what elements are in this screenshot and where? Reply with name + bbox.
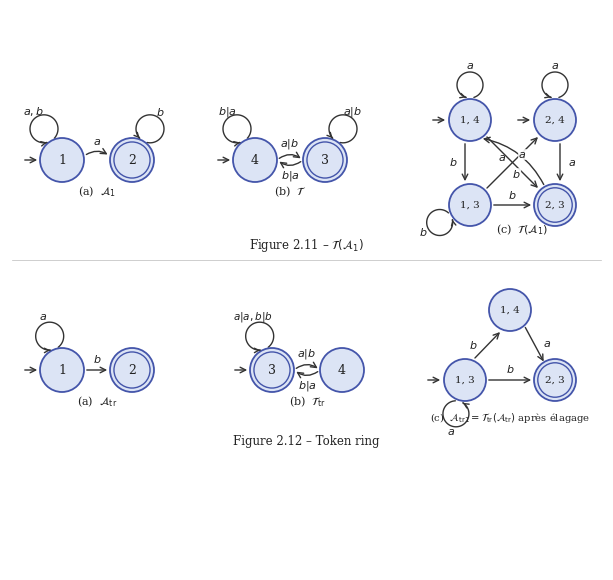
Text: 2: 2	[128, 154, 136, 166]
Text: (b)  $\mathcal{T}_{\mathrm{tr}}$: (b) $\mathcal{T}_{\mathrm{tr}}$	[289, 395, 326, 409]
Text: (a)  $\mathcal{A}_1$: (a) $\mathcal{A}_1$	[78, 184, 116, 200]
Text: 1: 1	[58, 364, 66, 376]
Circle shape	[449, 184, 491, 226]
Text: (b)  $\mathcal{T}$: (b) $\mathcal{T}$	[273, 185, 306, 200]
Circle shape	[110, 348, 154, 392]
Text: $a|b$: $a|b$	[297, 347, 316, 361]
Text: 1, 4: 1, 4	[500, 306, 520, 314]
Text: $a$: $a$	[568, 158, 576, 168]
Text: $a|b$: $a|b$	[343, 104, 362, 118]
Text: Figure 2.12 – Token ring: Figure 2.12 – Token ring	[233, 436, 379, 448]
Text: 1, 3: 1, 3	[460, 201, 480, 209]
Text: 1, 3: 1, 3	[455, 375, 475, 385]
Text: 3: 3	[268, 364, 276, 376]
Text: $b$: $b$	[156, 106, 164, 118]
Text: 2: 2	[128, 364, 136, 376]
Circle shape	[233, 138, 277, 182]
Text: $b$: $b$	[93, 353, 101, 365]
Circle shape	[534, 359, 576, 401]
Text: $b|a$: $b|a$	[281, 169, 299, 183]
Text: $a$: $a$	[544, 339, 552, 350]
Text: $a|a, b|b$: $a|a, b|b$	[233, 310, 273, 324]
Text: $a$: $a$	[519, 150, 527, 160]
Text: Figure 2.11 – $\mathcal{T}(\mathcal{A}_1)$: Figure 2.11 – $\mathcal{T}(\mathcal{A}_1…	[249, 237, 364, 253]
Text: 2, 3: 2, 3	[545, 375, 565, 385]
Circle shape	[449, 99, 491, 141]
Circle shape	[303, 138, 347, 182]
Text: $a$: $a$	[39, 313, 47, 322]
Text: $b|a$: $b|a$	[218, 104, 237, 118]
Text: $b$: $b$	[469, 339, 478, 351]
Text: 2, 3: 2, 3	[545, 201, 565, 209]
Circle shape	[110, 138, 154, 182]
Circle shape	[534, 99, 576, 141]
Text: (a)  $\mathcal{A}_{\mathrm{tr}}$: (a) $\mathcal{A}_{\mathrm{tr}}$	[77, 395, 117, 409]
Circle shape	[534, 184, 576, 226]
Text: $a, b$: $a, b$	[23, 105, 45, 118]
Text: $b$: $b$	[449, 157, 457, 169]
Circle shape	[250, 348, 294, 392]
Text: $b$: $b$	[512, 169, 521, 180]
Text: 2, 4: 2, 4	[545, 115, 565, 125]
Text: 3: 3	[321, 154, 329, 166]
Text: $b$: $b$	[508, 189, 517, 201]
Text: (c)  $\mathcal{T}(\mathcal{A}_1)$: (c) $\mathcal{T}(\mathcal{A}_1)$	[497, 223, 549, 237]
Text: 4: 4	[338, 364, 346, 376]
Text: $b|a$: $b|a$	[297, 379, 316, 393]
Circle shape	[489, 289, 531, 331]
Circle shape	[40, 138, 84, 182]
Circle shape	[40, 348, 84, 392]
Text: $a$: $a$	[447, 427, 455, 437]
Text: 4: 4	[251, 154, 259, 166]
Text: $a|b$: $a|b$	[281, 137, 300, 151]
Circle shape	[444, 359, 486, 401]
Text: 1, 4: 1, 4	[460, 115, 480, 125]
Text: $b$: $b$	[419, 226, 427, 238]
Text: $a$: $a$	[551, 61, 559, 71]
Text: $b$: $b$	[506, 363, 514, 375]
Text: 1: 1	[58, 154, 66, 166]
Text: $a$: $a$	[93, 137, 101, 147]
Circle shape	[320, 348, 364, 392]
Text: $a$: $a$	[466, 61, 474, 71]
Text: $a$: $a$	[498, 153, 506, 162]
Text: (c)  $\mathcal{A}_{\mathrm{tr1}}=\mathcal{T}_{\mathrm{tr}}(\mathcal{A}_{\mathrm{: (c) $\mathcal{A}_{\mathrm{tr1}}=\mathcal…	[430, 411, 590, 425]
